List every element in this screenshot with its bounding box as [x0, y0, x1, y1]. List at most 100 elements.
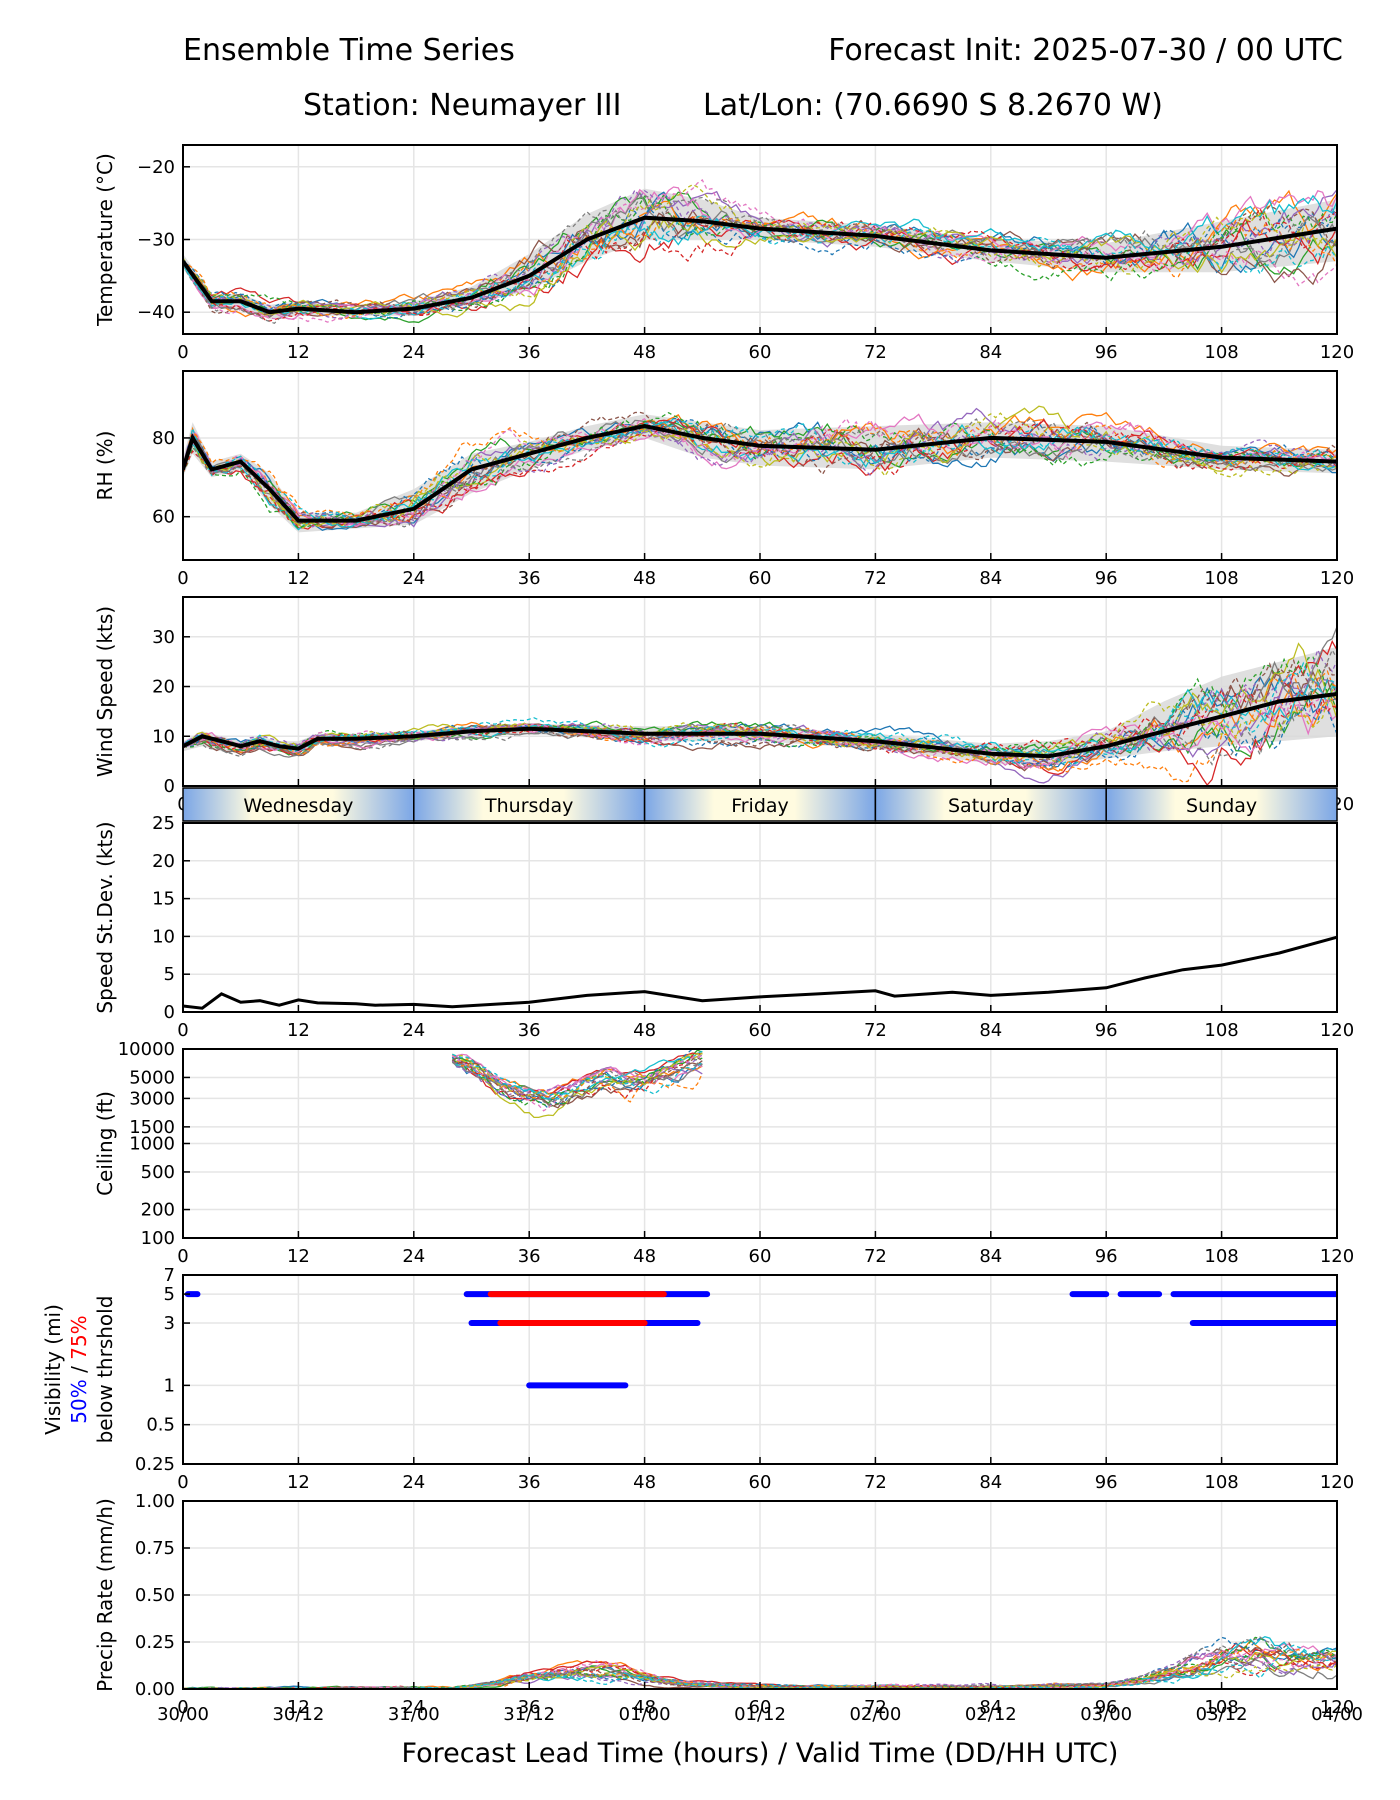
- y-tick-label: −40: [137, 302, 175, 323]
- member-line: [183, 689, 1337, 756]
- x-tick-label: 84: [979, 1697, 1002, 1718]
- x-tick-label: 108: [1204, 1472, 1238, 1493]
- x-tick-label: 84: [979, 1472, 1002, 1493]
- y-tick-label: 0.5: [146, 1415, 175, 1436]
- x-tick-label: 72: [864, 342, 887, 363]
- valid-time-label: 01/00: [619, 1704, 671, 1725]
- x-tick-label: 108: [1204, 1020, 1238, 1041]
- y-tick-label: 0.75: [135, 1538, 175, 1559]
- x-tick-label: 0: [177, 1246, 188, 1267]
- grid: [182, 597, 1338, 787]
- x-tick-label: 84: [979, 1246, 1002, 1267]
- valid-time-label: 31/12: [503, 1704, 555, 1725]
- member-line: [183, 214, 1337, 314]
- x-tick-label: 84: [979, 1020, 1002, 1041]
- x-tick-label: 48: [633, 1472, 656, 1493]
- y-tick-label: 15: [152, 889, 175, 910]
- valid-time-label: 31/00: [388, 1704, 440, 1725]
- day-cell: [874, 787, 1107, 822]
- y-tick-label: −30: [137, 230, 175, 251]
- day-label: Thursday: [484, 795, 573, 817]
- y-tick-label: 3000: [129, 1088, 175, 1109]
- day-label: Saturday: [948, 795, 1034, 817]
- x-tick-label: 48: [633, 568, 656, 589]
- x-tick-label: 12: [287, 1020, 310, 1041]
- x-tick-label: 24: [402, 1246, 425, 1267]
- member-line: [183, 418, 1337, 528]
- grid: [182, 1274, 1338, 1465]
- member-line: [183, 183, 1337, 315]
- y-tick-label: 80: [152, 428, 175, 449]
- y-tick-label: 1.00: [135, 1491, 175, 1512]
- x-tick-label: 96: [1095, 1697, 1118, 1718]
- valid-time-label: 03/00: [1080, 1704, 1132, 1725]
- member-line: [183, 417, 1337, 520]
- x-tick-label: 48: [633, 342, 656, 363]
- panel-visibility: 0.25 0.5 1 3 57 0 12 24 36 48 60 72 84 96 108 120 Visibi…: [41, 1265, 1354, 1493]
- x-tick-label: 96: [1095, 568, 1118, 589]
- x-tick-label: 60: [749, 1472, 772, 1493]
- y-tick-label: 0: [164, 776, 175, 797]
- member-line: [183, 658, 1337, 764]
- y-tick-label: 5: [164, 1284, 175, 1305]
- y-axis-label: Precip Rate (mm/h): [93, 1498, 117, 1692]
- panel-speed-stdev: 0 5 10 15 20 25 0 12 24 36 48 60 72 84 96 108 120 Speed S…: [93, 813, 1354, 1041]
- x-tick-label: 120: [1320, 342, 1354, 363]
- x-tick-label: 12: [287, 1472, 310, 1493]
- y-axis-label: Temperature (°C): [93, 153, 117, 327]
- station-name: Station: Neumayer III: [303, 88, 622, 123]
- stdev-line: [183, 935, 1337, 1010]
- x-tick-label: 120: [1320, 568, 1354, 589]
- x-tick-label: 108: [1204, 342, 1238, 363]
- member-line: [452, 1053, 703, 1096]
- member-line: [183, 411, 1337, 527]
- y-tick-label: 0.25: [135, 1632, 175, 1653]
- x-tick-label: 120: [1320, 1246, 1354, 1267]
- member-line: [183, 194, 1337, 320]
- member-line: [183, 688, 1337, 764]
- y-tick-label: 1000: [129, 1134, 175, 1155]
- x-tick-label: 72: [864, 1246, 887, 1267]
- y-axis-label: Ceiling (ft): [93, 1091, 117, 1196]
- member-line: [183, 1642, 1337, 1689]
- day-label: Wednesday: [243, 795, 353, 817]
- member-line: [452, 1053, 703, 1100]
- x-tick-label: 0: [177, 1020, 188, 1041]
- probability-bars: [184, 1291, 1337, 1389]
- day-label: Sunday: [1186, 795, 1257, 817]
- x-tick-label: 0: [177, 1472, 188, 1493]
- y-tick-label: 500: [141, 1162, 175, 1183]
- member-line: [183, 194, 1337, 325]
- grid: [182, 1048, 1338, 1239]
- member-line: [183, 179, 1337, 323]
- x-tick-label: 12: [287, 568, 310, 589]
- x-tick-label: 48: [633, 1246, 656, 1267]
- valid-time-label: 02/12: [965, 1704, 1017, 1725]
- y-axis-label-percent: 50% / 75%: [67, 1315, 91, 1423]
- ensemble-mean-line: [183, 215, 1337, 315]
- day-label: Friday: [731, 795, 789, 817]
- panel-wind-speed: 010203001224364860728496108120Wind Speed…: [93, 596, 1354, 815]
- valid-time-label: 02/00: [849, 1704, 901, 1725]
- member-line: [183, 418, 1337, 526]
- panel-temperature: −40 −30 −20 0 12 24 36 48 60 72 84 96 108 120 Temperat…: [93, 144, 1354, 363]
- x-tick-label: 96: [1095, 1020, 1118, 1041]
- forecast-init: Forecast Init: 2025-07-30 / 00 UTC: [828, 33, 1343, 68]
- y-tick-label: 0: [164, 1002, 175, 1023]
- member-line: [183, 1651, 1337, 1689]
- panel-precip-rate: 0.00 0.25 0.50 0.75 1.00 0 12 24 36 48 60 72 84 96 108…: [93, 1491, 1354, 1718]
- y-tick-label: 60: [152, 507, 175, 528]
- x-tick-label: 36: [518, 1020, 541, 1041]
- y-tick-label: 0.25: [135, 1454, 175, 1475]
- x-tick-label: 60: [749, 568, 772, 589]
- x-tick-label: 48: [633, 1697, 656, 1718]
- x-tick-label: 72: [864, 568, 887, 589]
- x-tick-label: 120: [1320, 1697, 1354, 1718]
- ensemble-mean-line: [183, 424, 1337, 523]
- x-tick-label: 0: [177, 342, 188, 363]
- member-line: [183, 1644, 1337, 1689]
- ensemble-members: [183, 405, 1337, 532]
- y-tick-label: 30: [152, 627, 175, 648]
- x-tick-label: 36: [518, 1472, 541, 1493]
- member-line: [183, 207, 1337, 322]
